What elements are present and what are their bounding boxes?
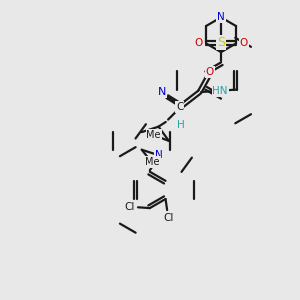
- Text: H: H: [177, 120, 184, 130]
- Text: N: N: [154, 150, 162, 160]
- Text: O: O: [206, 67, 214, 77]
- Text: C: C: [176, 102, 184, 112]
- Text: Me: Me: [145, 157, 160, 167]
- Text: S: S: [217, 36, 225, 49]
- Text: Cl: Cl: [164, 213, 174, 223]
- Text: Cl: Cl: [124, 202, 134, 212]
- Text: N: N: [158, 87, 166, 97]
- Text: HN: HN: [212, 86, 228, 96]
- Text: O: O: [194, 38, 202, 48]
- Text: N: N: [217, 12, 225, 22]
- Text: Me: Me: [146, 130, 161, 140]
- Text: O: O: [240, 38, 248, 48]
